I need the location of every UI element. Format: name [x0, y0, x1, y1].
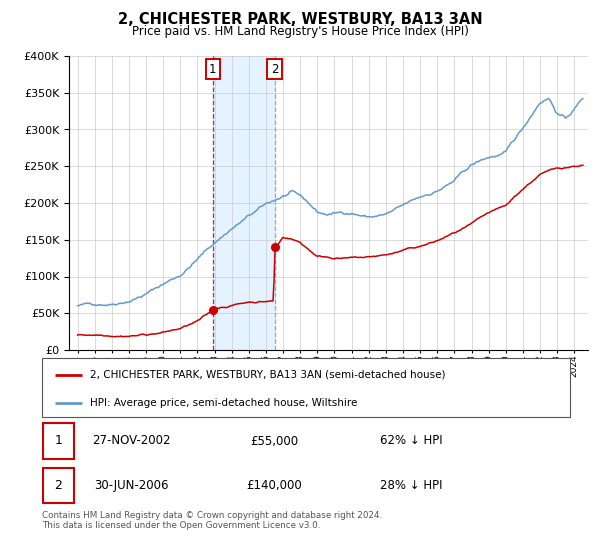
Text: 28% ↓ HPI: 28% ↓ HPI — [380, 479, 443, 492]
Text: 2: 2 — [271, 63, 278, 76]
FancyBboxPatch shape — [43, 423, 74, 459]
Text: 27-NOV-2002: 27-NOV-2002 — [92, 435, 171, 447]
Text: 62% ↓ HPI: 62% ↓ HPI — [380, 435, 443, 447]
Text: £55,000: £55,000 — [250, 435, 298, 447]
Text: Contains HM Land Registry data © Crown copyright and database right 2024.: Contains HM Land Registry data © Crown c… — [42, 511, 382, 520]
Text: 1: 1 — [55, 435, 62, 447]
Text: Price paid vs. HM Land Registry's House Price Index (HPI): Price paid vs. HM Land Registry's House … — [131, 25, 469, 38]
Bar — [213, 56, 275, 350]
Text: £140,000: £140,000 — [247, 479, 302, 492]
Text: 2, CHICHESTER PARK, WESTBURY, BA13 3AN (semi-detached house): 2, CHICHESTER PARK, WESTBURY, BA13 3AN (… — [89, 370, 445, 380]
Text: HPI: Average price, semi-detached house, Wiltshire: HPI: Average price, semi-detached house,… — [89, 398, 357, 408]
Text: 2: 2 — [55, 479, 62, 492]
FancyBboxPatch shape — [42, 358, 570, 417]
Text: 2, CHICHESTER PARK, WESTBURY, BA13 3AN: 2, CHICHESTER PARK, WESTBURY, BA13 3AN — [118, 12, 482, 27]
Text: 1: 1 — [209, 63, 217, 76]
Text: This data is licensed under the Open Government Licence v3.0.: This data is licensed under the Open Gov… — [42, 521, 320, 530]
FancyBboxPatch shape — [43, 468, 74, 503]
Text: 30-JUN-2006: 30-JUN-2006 — [95, 479, 169, 492]
